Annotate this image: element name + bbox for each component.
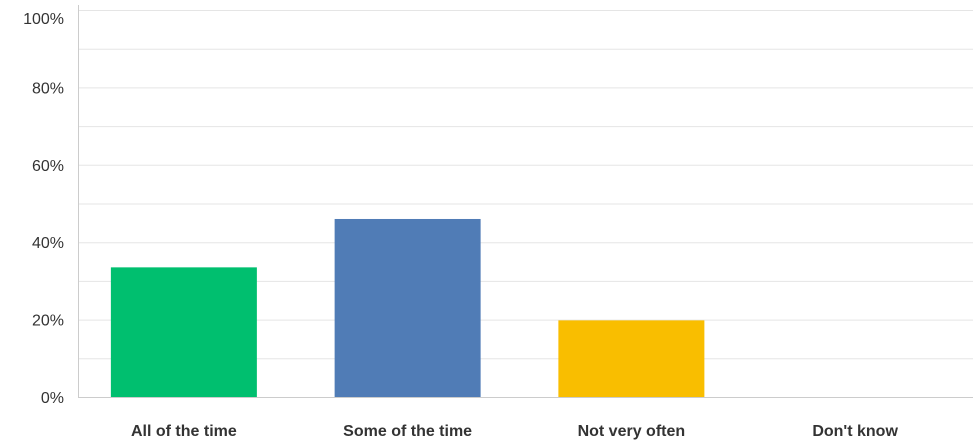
y-tick-label: 40% bbox=[32, 235, 64, 252]
y-tick-label: 100% bbox=[23, 11, 64, 28]
bar bbox=[110, 267, 257, 397]
x-category-label: Not very often bbox=[578, 423, 686, 440]
y-tick-label: 80% bbox=[32, 80, 64, 97]
bar bbox=[558, 320, 705, 397]
x-category-label: All of the time bbox=[131, 423, 237, 440]
bar bbox=[334, 218, 481, 397]
x-category-label: Some of the time bbox=[343, 423, 472, 440]
x-category-label: Don't know bbox=[812, 423, 898, 440]
y-tick-label: 60% bbox=[32, 158, 64, 175]
y-axis-tick-labels: 0% 20% 40% 60% 80% 100% bbox=[23, 11, 64, 407]
bars bbox=[110, 218, 705, 397]
y-tick-label: 0% bbox=[41, 390, 64, 407]
y-tick-label: 20% bbox=[32, 313, 64, 330]
x-axis-category-labels: All of the time Some of the time Not very … bbox=[131, 423, 898, 440]
